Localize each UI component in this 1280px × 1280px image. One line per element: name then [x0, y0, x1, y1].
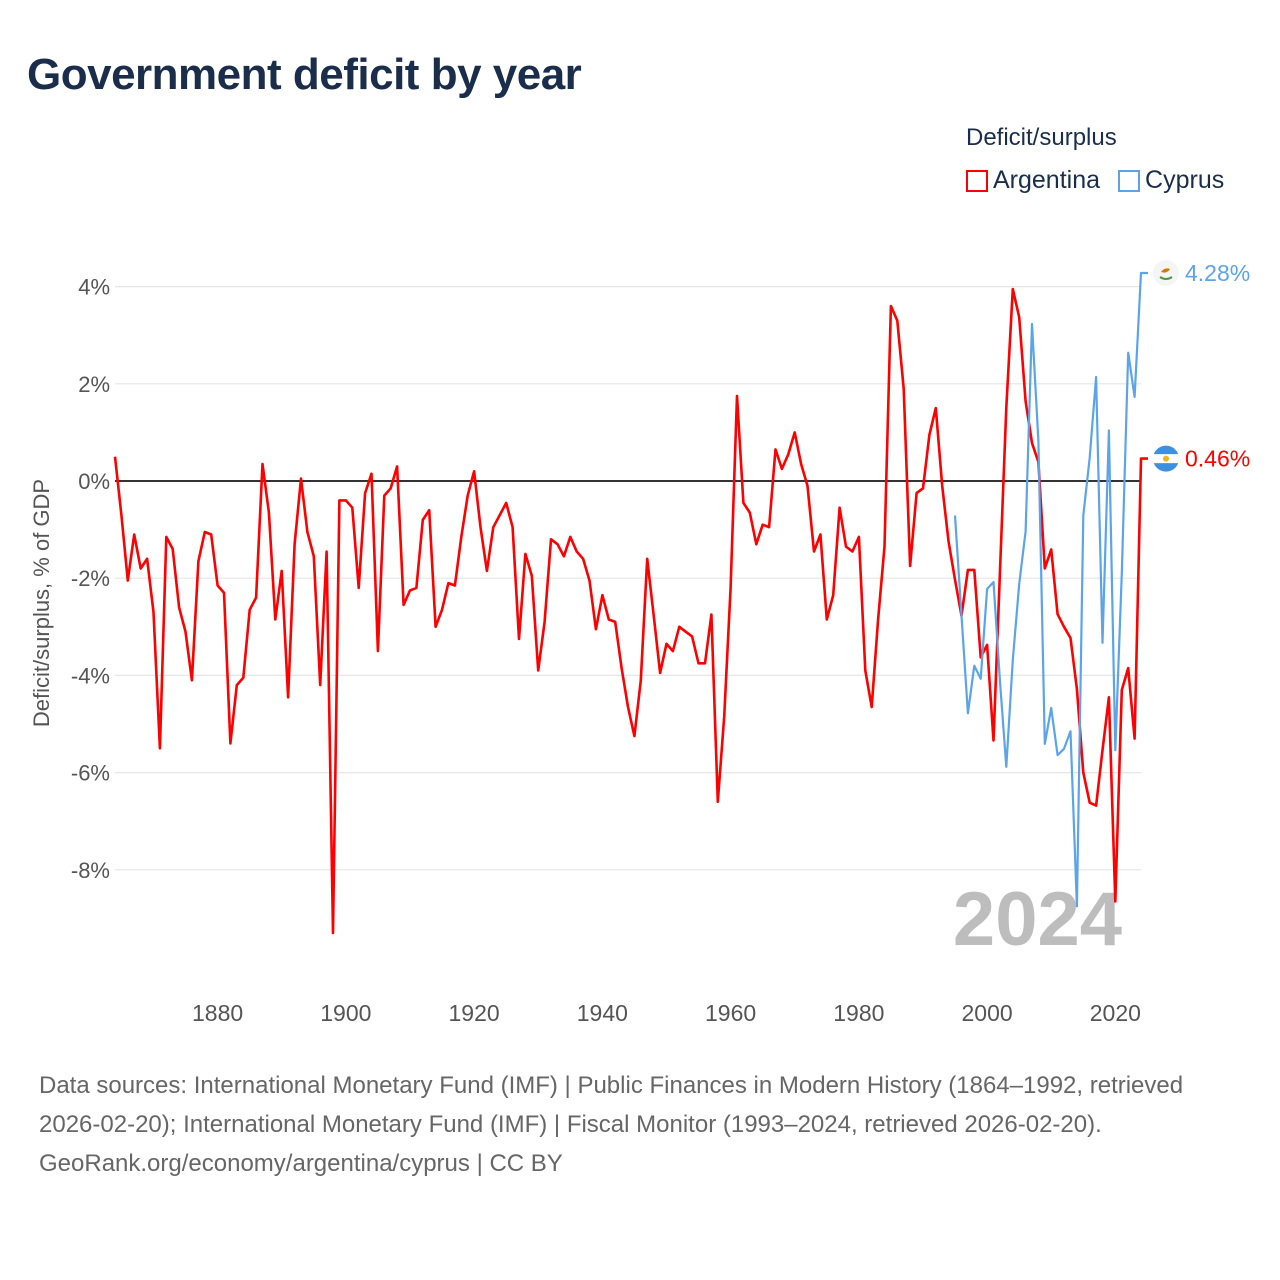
x-tick-label: 2000: [962, 1000, 1013, 1026]
y-tick-label: 4%: [78, 275, 110, 300]
chart-title: Government deficit by year: [27, 50, 582, 99]
y-tick-label: -6%: [71, 761, 110, 786]
footer: Data sources: International Monetary Fun…: [39, 1066, 1239, 1183]
y-tick-label: -8%: [71, 858, 110, 883]
y-tick-label: 0%: [78, 469, 110, 494]
chart-plot: 4% 2% 0% -2% -4% -6% -8% 1880 1900 1920 1940 1960 19…: [71, 259, 1250, 1026]
attribution-link[interactable]: GeoRank.org/economy/argentina/cyprus | C…: [39, 1150, 563, 1177]
cyprus-flag-icon: [1153, 259, 1179, 286]
legend-label: Cyprus: [1145, 166, 1225, 194]
year-watermark: 2024: [953, 877, 1122, 962]
x-tick-label: 1880: [192, 1000, 243, 1026]
series-line-cyprus: [953, 271, 1148, 908]
cyprus-flag-map: [1161, 268, 1170, 273]
argentina-flag-sun: [1163, 455, 1169, 462]
x-tick-label: 2020: [1090, 1000, 1141, 1026]
x-tick-label: 1900: [320, 1000, 371, 1026]
y-tick-label: 2%: [78, 372, 110, 397]
legend-item-argentina[interactable]: Argentina: [966, 166, 1100, 195]
legend-swatch-argentina: [966, 169, 988, 192]
end-value-label-argentina: 0.46%: [1185, 446, 1250, 472]
x-tick-label: 1960: [705, 1000, 756, 1026]
x-tick-label: 1920: [449, 1000, 500, 1026]
data-sources: Data sources: International Monetary Fun…: [39, 1072, 1184, 1138]
y-tick-label: -2%: [71, 566, 110, 591]
x-tick-label: 1980: [833, 1000, 884, 1026]
x-tick-label: 1940: [577, 1000, 628, 1026]
legend: Argentina Cyprus: [966, 166, 1224, 195]
legend-label: Argentina: [993, 166, 1101, 194]
series-line-argentina: [113, 287, 1148, 935]
cyprus-flag-olive: [1159, 276, 1173, 280]
legend-swatch-cyprus: [1118, 169, 1141, 192]
legend-title: Deficit/surplus: [966, 124, 1117, 151]
end-value-label-cyprus: 4.28%: [1185, 260, 1250, 286]
y-tick-label: -4%: [71, 663, 110, 688]
legend-item-cyprus[interactable]: Cyprus: [1118, 166, 1224, 195]
